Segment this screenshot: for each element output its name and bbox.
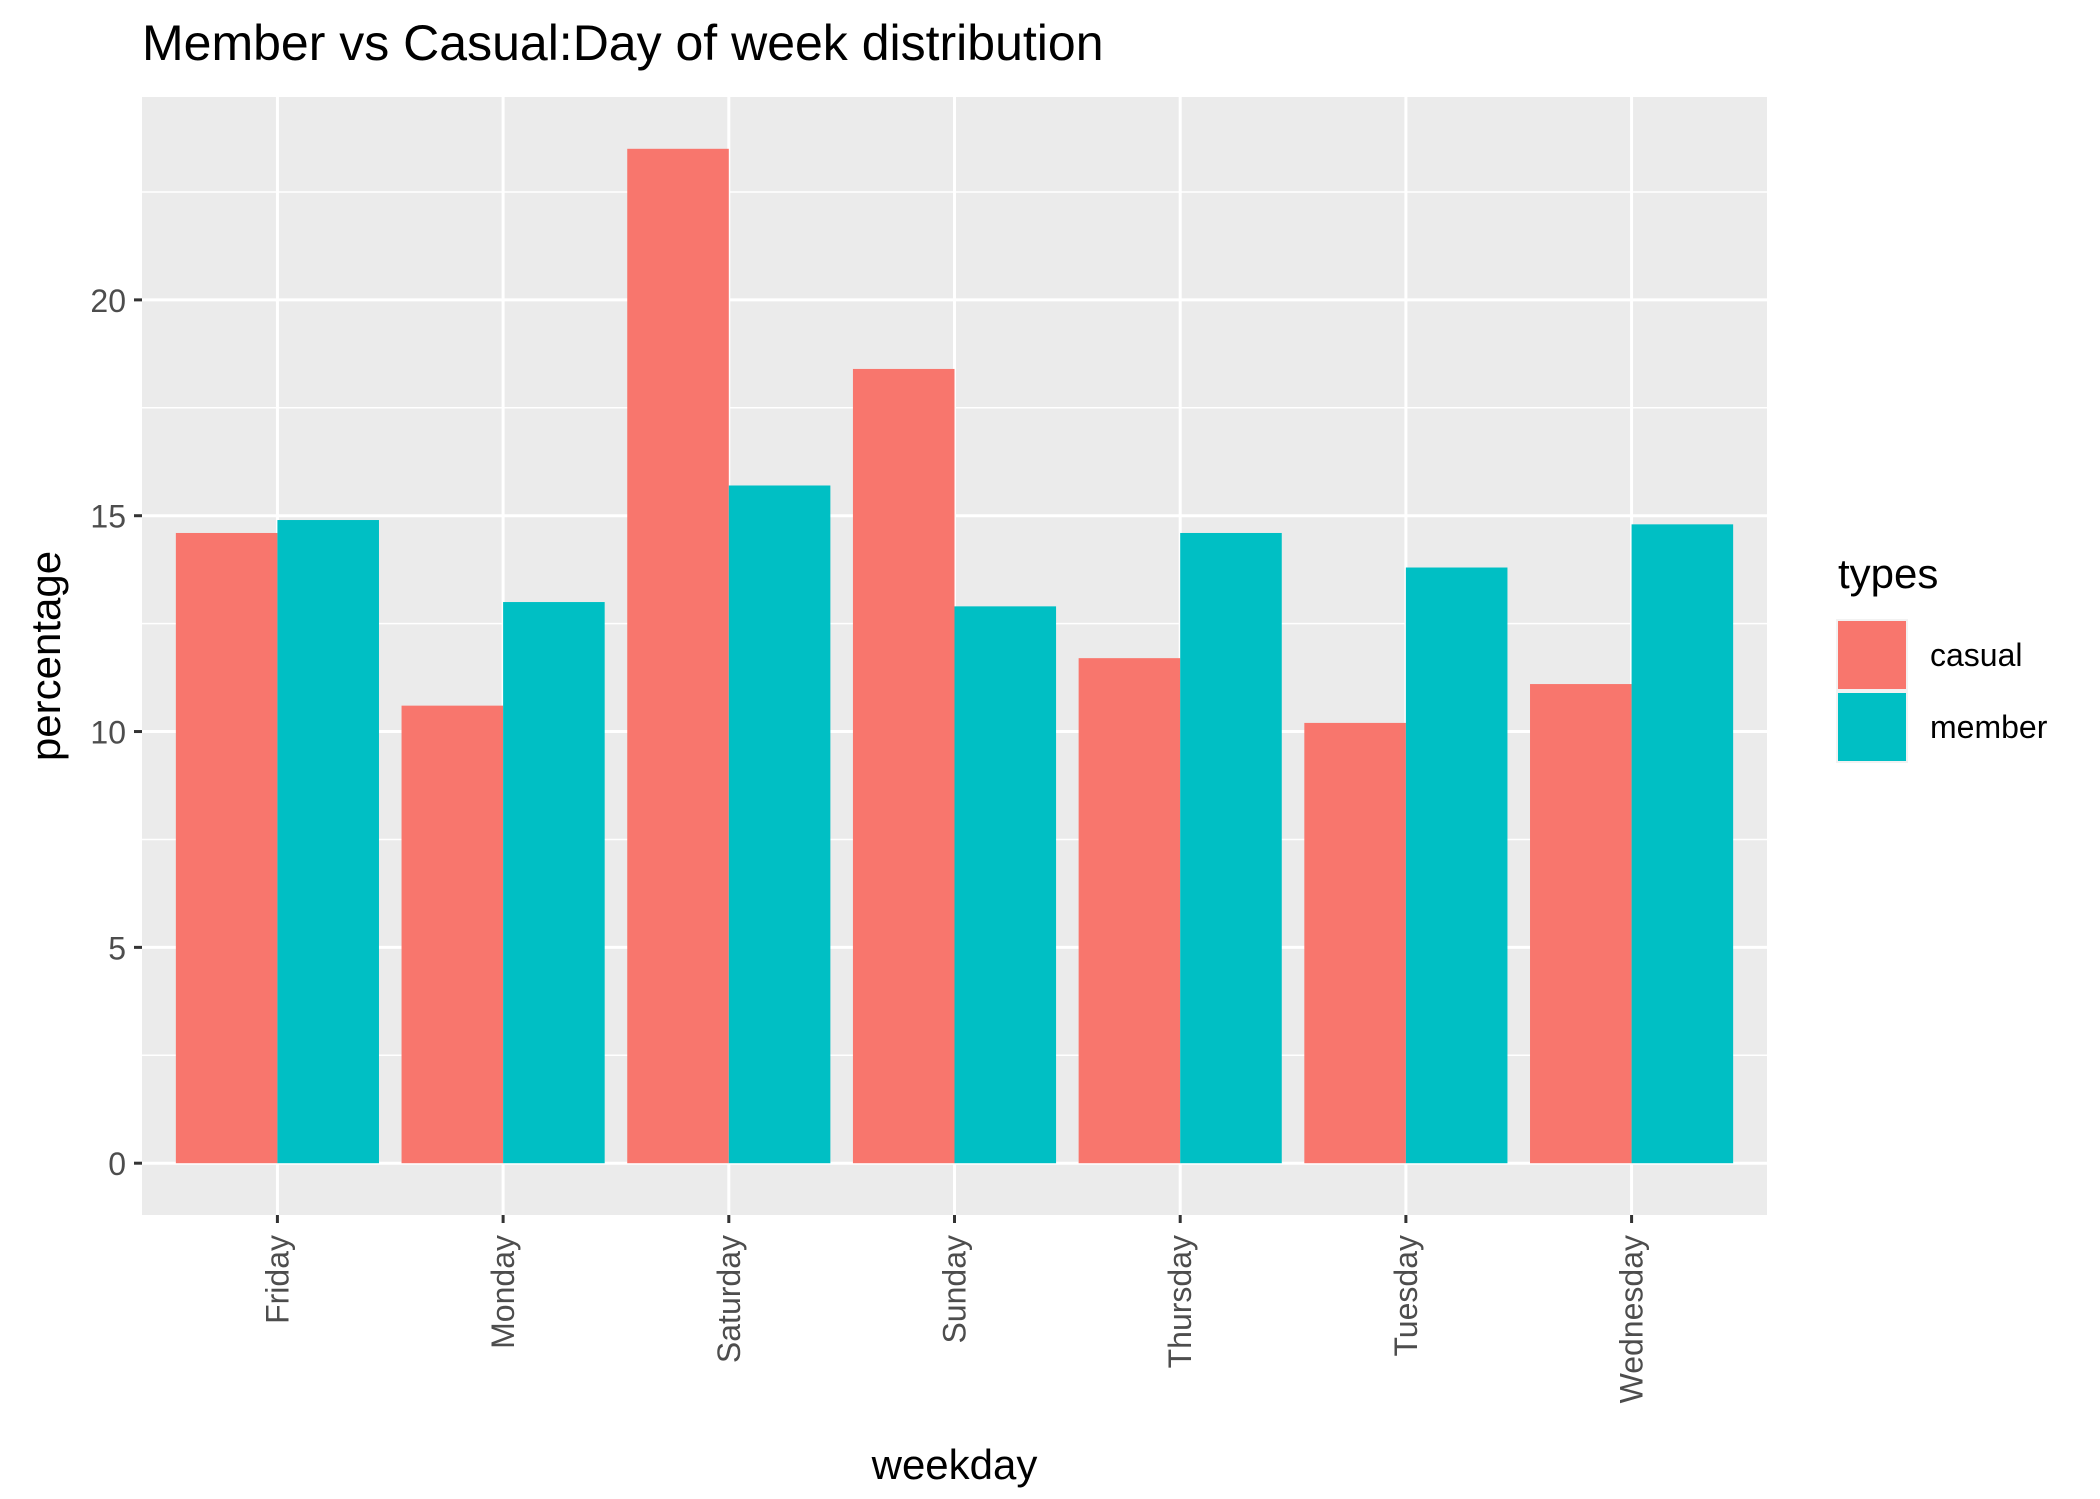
bar-member-saturday xyxy=(728,485,831,1164)
bar-casual-friday xyxy=(175,532,278,1164)
y-tick-label: 20 xyxy=(90,283,126,319)
x-axis-title: weekday xyxy=(871,1441,1038,1488)
x-tick-label: Monday xyxy=(485,1235,521,1349)
y-tick-label: 0 xyxy=(108,1146,126,1182)
legend-label-member: member xyxy=(1930,709,2048,745)
bar-casual-wednesday xyxy=(1530,684,1632,1164)
bars xyxy=(175,148,1734,1164)
legend-key-casual xyxy=(1838,621,1906,689)
bar-casual-monday xyxy=(401,705,504,1164)
legend: types casual member xyxy=(1836,550,2048,763)
x-axis: Friday Monday Saturday Sunday Thursday Tuesda… xyxy=(259,1215,1650,1403)
bar-member-wednesday xyxy=(1631,524,1734,1164)
x-tick-label: Saturday xyxy=(711,1235,747,1363)
bar-member-sunday xyxy=(954,606,1057,1164)
legend-title: types xyxy=(1838,550,1938,597)
y-tick-label: 15 xyxy=(90,499,126,535)
legend-label-casual: casual xyxy=(1930,637,2023,673)
chart-title: Member vs Casual:Day of week distributio… xyxy=(142,15,1104,71)
x-tick-label: Sunday xyxy=(937,1235,973,1344)
y-axis-title: percentage xyxy=(22,551,69,761)
x-tick-label: Tuesday xyxy=(1388,1235,1424,1357)
y-tick-label: 5 xyxy=(108,930,126,966)
bar-member-monday xyxy=(503,602,605,1164)
bar-member-thursday xyxy=(1180,532,1282,1164)
bar-casual-saturday xyxy=(627,148,729,1164)
legend-key-member xyxy=(1838,693,1906,761)
bar-member-tuesday xyxy=(1405,567,1508,1164)
bar-casual-thursday xyxy=(1078,658,1181,1164)
bar-casual-tuesday xyxy=(1304,722,1406,1164)
legend-items: casual member xyxy=(1836,619,2048,763)
y-axis: 0 5 10 15 20 xyxy=(90,283,142,1182)
x-tick-label: Thursday xyxy=(1162,1235,1198,1368)
bar-member-friday xyxy=(277,520,379,1164)
x-tick-label: Friday xyxy=(259,1235,295,1324)
x-tick-label: Wednesday xyxy=(1614,1235,1650,1403)
bar-casual-sunday xyxy=(852,368,955,1164)
y-tick-label: 10 xyxy=(90,715,126,751)
